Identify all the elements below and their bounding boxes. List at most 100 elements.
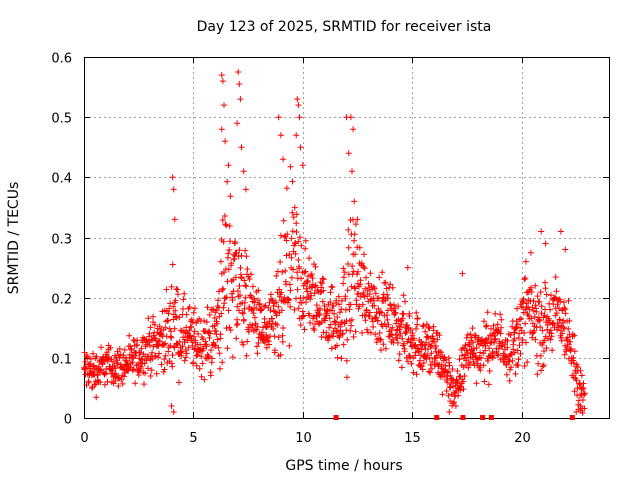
data-point [445, 392, 452, 399]
data-point [121, 346, 128, 353]
data-point [315, 321, 322, 328]
data-point [293, 211, 300, 218]
data-point [296, 114, 303, 121]
data-point [503, 371, 510, 378]
data-point [214, 320, 221, 327]
chart-title: Day 123 of 2025, SRMTID for receiver ist… [197, 19, 492, 35]
data-point [394, 339, 401, 346]
data-point [180, 296, 187, 303]
data-point [490, 322, 497, 329]
data-point [272, 320, 279, 327]
data-point [471, 350, 478, 357]
data-point [404, 324, 411, 331]
data-point [236, 81, 243, 88]
data-point [101, 371, 108, 378]
data-point [535, 360, 542, 367]
data-point [84, 354, 91, 361]
data-point [579, 384, 586, 391]
data-point [236, 247, 243, 254]
data-point [436, 332, 443, 339]
data-point [291, 306, 298, 313]
data-point [99, 361, 106, 368]
data-point [557, 228, 564, 235]
data-point [507, 332, 514, 338]
data-point [423, 321, 430, 328]
data-point [327, 299, 334, 306]
data-point [522, 320, 529, 327]
data-point [578, 372, 585, 379]
data-point [216, 288, 222, 295]
data-point [148, 367, 155, 374]
data-point [480, 362, 487, 369]
data-point [228, 260, 235, 267]
data-point [156, 323, 163, 330]
data-point [530, 298, 537, 304]
data-point [533, 308, 540, 315]
data-point [312, 263, 319, 270]
data-point [300, 312, 307, 319]
data-point [150, 313, 156, 320]
y-tick-label: 0.3 [51, 233, 72, 248]
data-point [498, 324, 505, 331]
data-point [384, 291, 391, 298]
data-point [516, 330, 523, 337]
data-point [543, 345, 550, 352]
y-tick-label: 0.1 [51, 353, 72, 368]
data-point [287, 287, 294, 294]
data-point [161, 366, 168, 373]
data-point [541, 337, 548, 344]
data-point [167, 300, 174, 307]
data-point [316, 311, 323, 317]
data-point [258, 307, 264, 314]
data-point [162, 324, 169, 331]
data-point [567, 346, 573, 353]
data-point [483, 322, 490, 329]
data-point [467, 331, 474, 338]
data-point [290, 266, 297, 273]
data-point [558, 337, 565, 344]
data-point [367, 329, 374, 336]
data-point [90, 363, 97, 370]
data-point [276, 286, 283, 293]
data-point [183, 311, 190, 318]
data-point [279, 269, 286, 275]
data-point [179, 343, 186, 350]
data-point [412, 349, 419, 356]
data-point [331, 310, 338, 317]
data-point [375, 305, 382, 312]
data-point [252, 320, 259, 327]
data-point [121, 373, 128, 380]
data-point [203, 319, 210, 325]
data-point [273, 272, 280, 279]
data-point [191, 305, 198, 312]
data-point [182, 354, 189, 361]
data-point [285, 297, 292, 303]
data-point [166, 305, 173, 312]
data-point [475, 355, 482, 362]
data-point [269, 320, 276, 327]
data-point [146, 330, 153, 337]
data-point [300, 295, 307, 301]
data-point [391, 301, 397, 308]
data-point [195, 330, 202, 337]
data-point [295, 238, 302, 245]
data-point [554, 301, 561, 308]
data-point [254, 297, 261, 304]
data-point [393, 327, 400, 334]
data-point [369, 318, 376, 325]
data-point [142, 370, 148, 377]
data-point [417, 357, 423, 364]
data-point [219, 217, 226, 224]
data-point [387, 301, 393, 308]
data-point [311, 290, 318, 297]
data-point [404, 264, 411, 271]
data-point [176, 379, 182, 386]
data-point [313, 302, 320, 309]
grid [84, 57, 609, 418]
data-point [282, 299, 288, 305]
data-point [427, 343, 434, 350]
data-point [163, 286, 170, 293]
data-point [169, 363, 176, 370]
data-point [488, 325, 494, 332]
data-point [553, 288, 560, 295]
